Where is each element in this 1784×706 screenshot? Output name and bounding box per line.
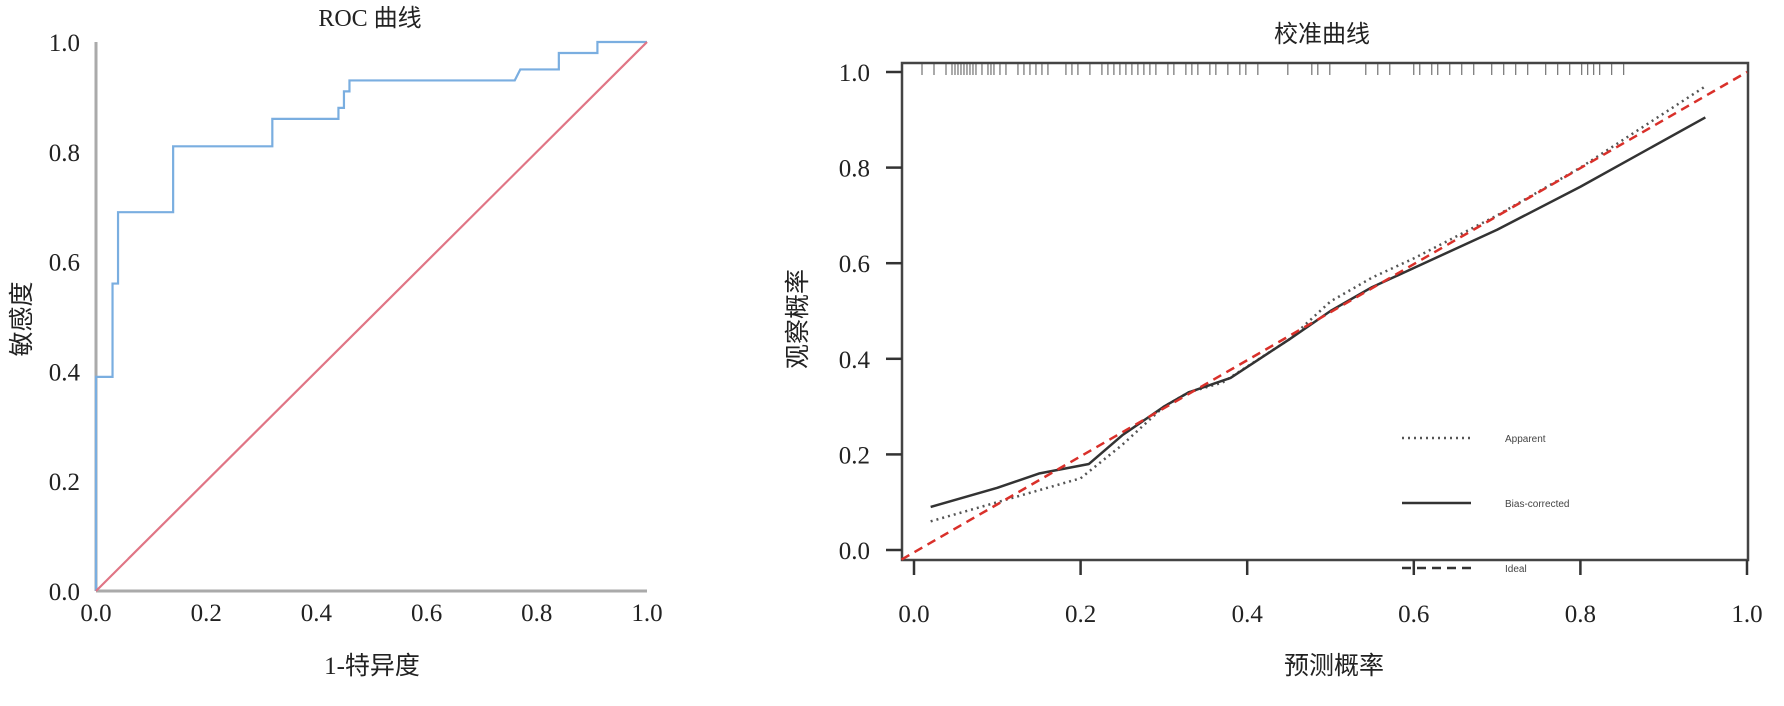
- calibration-plot-frame: [900, 61, 1750, 562]
- calibration-line-bias-corrected: [930, 116, 1706, 509]
- roc-x-tick-label: 0.2: [191, 600, 222, 627]
- legend-label: Bias-corrected: [1505, 499, 1569, 510]
- legend-label: Ideal: [1505, 564, 1527, 575]
- roc-x-tick-label: 0.4: [301, 600, 333, 627]
- calibration-x-tick-label: 0.4: [1232, 601, 1264, 628]
- roc-y-tick-label: 0.8: [49, 140, 80, 167]
- roc-y-tick-label: 0.4: [49, 359, 81, 386]
- roc-x-tick-label: 1.0: [631, 600, 662, 627]
- calibration-x-label: 预测概率: [1284, 652, 1384, 680]
- calibration-line-ideal: [900, 70, 1748, 561]
- calibration-y-tick-label: 1.0: [839, 60, 870, 87]
- roc-y-tick-label: 1.0: [49, 30, 80, 57]
- calibration-y-label: 观察概率: [784, 269, 812, 369]
- calibration-x-tick-label: 0.0: [898, 601, 929, 628]
- roc-x-tick-label: 0.0: [80, 600, 111, 627]
- legend-label: Apparent: [1505, 434, 1546, 445]
- calibration-y-tick-label: 0.0: [839, 538, 870, 565]
- roc-x-label: 1-特异度: [324, 652, 420, 680]
- roc-curve: [94, 40, 647, 591]
- roc-title: ROC 曲线: [318, 5, 421, 32]
- roc-x-tick-label: 0.6: [411, 600, 442, 627]
- roc-x-tick-label: 0.8: [521, 600, 552, 627]
- calibration-y-tick-label: 0.2: [839, 442, 870, 469]
- roc-y-label: 敏感度: [8, 281, 36, 356]
- calibration-title: 校准曲线: [1274, 21, 1370, 48]
- reference-diagonal: [95, 41, 648, 592]
- roc-y-tick-label: 0.6: [49, 250, 80, 277]
- calibration-chart: 校准曲线 0.0 0.2 0.4 0.6 0.8 1.0 0.0 0.2 0.4 0.6 0.8 1.…: [784, 21, 1763, 680]
- roc-y-tick-label: 0.2: [49, 469, 80, 496]
- roc-chart: ROC 曲线 0.0 0.2 0.4 0.6 0.8 1.0 0.0 0.2 0.4 0.6 0.8…: [8, 5, 663, 680]
- calibration-y-tick-label: 0.8: [839, 156, 870, 183]
- calibration-y-tick-label: 0.4: [839, 347, 871, 374]
- calibration-x-tick-label: 0.2: [1065, 601, 1096, 628]
- calibration-x-tick-label: 0.8: [1565, 601, 1596, 628]
- calibration-y-tick-label: 0.6: [839, 251, 870, 278]
- calibration-line-apparent: [930, 85, 1707, 523]
- calibration-x-tick-label: 0.6: [1398, 601, 1429, 628]
- calibration-x-tick-label: 1.0: [1731, 601, 1762, 628]
- calibration-legend: Apparent Bias-corrected Ideal: [1402, 434, 1569, 575]
- roc-y-tick-label: 0.0: [49, 579, 80, 606]
